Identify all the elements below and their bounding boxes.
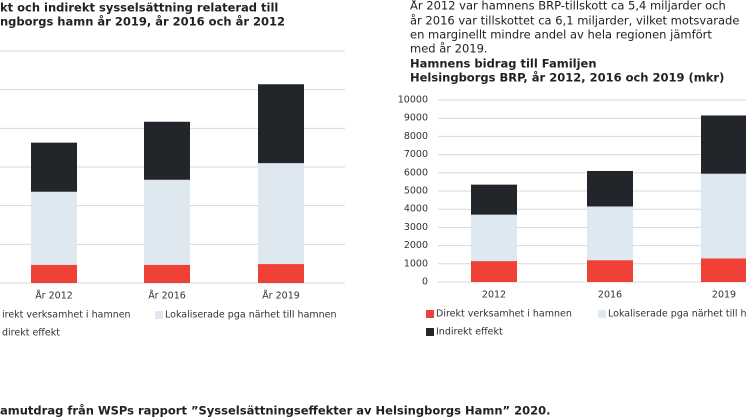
bar-segment bbox=[31, 264, 77, 283]
chart-title: ngborgs hamn år 2019, år 2016 och år 201… bbox=[0, 15, 285, 29]
y-tick-label: 6000 bbox=[404, 167, 428, 178]
bar-segment bbox=[258, 264, 304, 283]
paragraph-line: År 2012 var hamnens BRP-tillskott ca 5,4… bbox=[410, 0, 726, 13]
legend-label: Direkt verksamhet i hamnen bbox=[436, 309, 572, 320]
legend-label: Indirekt effekt bbox=[436, 327, 503, 338]
y-tick-label: 3000 bbox=[404, 222, 428, 233]
y-tick-label: 2000 bbox=[404, 240, 428, 251]
paragraph-line: med år 2019. bbox=[410, 42, 488, 56]
bar-segment bbox=[31, 142, 77, 192]
bar-segment bbox=[471, 261, 517, 282]
x-tick-label: 2012 bbox=[482, 290, 506, 301]
legend-label: irekt verksamhet i hamnen bbox=[2, 310, 131, 321]
bar-segment bbox=[701, 258, 746, 282]
bar-segment bbox=[471, 214, 517, 262]
chart-title: Helsingborgs BRP, år 2012, 2016 och 2019… bbox=[410, 71, 724, 85]
paragraph-line: en marginellt mindre andel av hela regio… bbox=[410, 28, 712, 42]
x-tick-label: 2019 bbox=[712, 290, 736, 301]
bar-segment bbox=[144, 264, 190, 283]
bar-segment bbox=[701, 115, 746, 174]
bar-segment bbox=[701, 173, 746, 259]
y-tick-label: 8000 bbox=[404, 131, 428, 142]
chart-title: Hamnens bidrag till Familjen bbox=[410, 57, 597, 71]
x-tick-label: 2016 bbox=[598, 290, 622, 301]
caption: amutdrag från WSPs rapport ”Sysselsättni… bbox=[0, 404, 550, 418]
y-tick-label: 9000 bbox=[404, 113, 428, 124]
legend-label: Lokaliserade pga närhet till hamnen bbox=[608, 309, 746, 320]
y-tick-label: 1000 bbox=[404, 258, 428, 269]
y-tick-label: 10000 bbox=[398, 95, 428, 106]
bar-segment bbox=[31, 191, 77, 265]
bar-segment bbox=[587, 170, 633, 207]
y-tick-label: 4000 bbox=[404, 204, 428, 215]
legend-swatch bbox=[426, 310, 434, 318]
paragraph-line: år 2016 var tillskottet ca 6,1 miljarder… bbox=[410, 14, 739, 28]
legend-swatch bbox=[598, 310, 606, 318]
legend-swatch bbox=[426, 328, 434, 336]
bar-segment bbox=[587, 260, 633, 282]
legend-label: Lokaliserade pga närhet till hamnen bbox=[165, 310, 337, 321]
legend-swatch bbox=[155, 311, 163, 319]
chart-title: kt och indirekt sysselsättning relaterad… bbox=[0, 1, 278, 15]
bar-segment bbox=[471, 184, 517, 215]
y-tick-label: 0 bbox=[422, 277, 428, 288]
bar-segment bbox=[258, 84, 304, 164]
x-tick-label: År 2019 bbox=[262, 290, 300, 302]
bar-segment bbox=[144, 121, 190, 180]
y-tick-label: 7000 bbox=[404, 149, 428, 160]
legend-label: direkt effekt bbox=[2, 328, 60, 339]
y-tick-label: 5000 bbox=[404, 186, 428, 197]
x-tick-label: År 2016 bbox=[148, 290, 186, 302]
bar-segment bbox=[144, 179, 190, 265]
bar-segment bbox=[587, 206, 633, 261]
bar-segment bbox=[258, 163, 304, 265]
x-tick-label: År 2012 bbox=[35, 290, 73, 302]
